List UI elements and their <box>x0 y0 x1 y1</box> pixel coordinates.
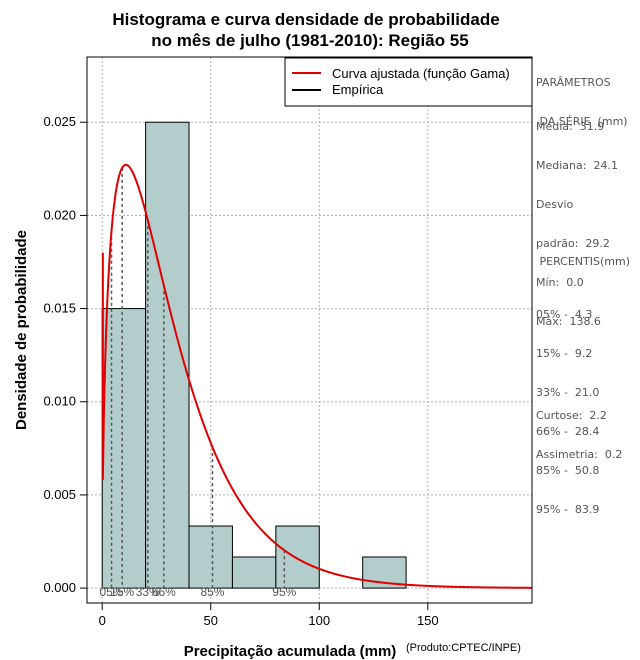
histogram-bar-3 <box>231 556 277 589</box>
percentile-label-5: 95% <box>272 585 296 599</box>
histogram-bars <box>101 121 407 589</box>
y-axis-label: Densidade de probabilidade <box>13 230 30 430</box>
x-tick-label-1: 50 <box>203 613 217 628</box>
percentil-85: 85% - 50.8 <box>536 464 600 477</box>
percentil-15: 15% - 9.2 <box>536 347 593 360</box>
stat-kurtosis: Curtose: 2.2 <box>536 409 607 422</box>
y-tick-label-1: 0.005 <box>43 487 76 502</box>
x-axis-label: Precipitação acumulada (mm) <box>184 643 397 660</box>
legend-label-empirical: Empírica <box>332 82 384 97</box>
percentil-66: 66% - 28.4 <box>536 425 600 438</box>
percentile-label-1: 15% <box>110 585 134 599</box>
params-title-line1: PARÂMETROS <box>536 76 611 89</box>
param-median: Mediana: 24.1 <box>536 159 618 172</box>
percentil-05: 05% - 4.3 <box>536 308 593 321</box>
y-tick-label-2: 0.010 <box>43 394 76 409</box>
params-title: PARÂMETROS DA SÉRIE (mm) <box>536 50 628 141</box>
histogram-bar-0 <box>101 308 147 589</box>
legend-label-curve: Curva ajustada (função Gama) <box>332 66 510 81</box>
stat-skewness: Assimetria: 0.2 <box>536 448 623 461</box>
percentile-label-4: 85% <box>200 585 224 599</box>
param-std-line1: Desvio <box>536 198 574 211</box>
x-tick-label-3: 150 <box>417 613 439 628</box>
gamma-curve-layer <box>101 163 532 589</box>
histogram-bar-4 <box>275 525 320 589</box>
params-list: Média: 31.9 Mediana: 24.1 Desvio padrão:… <box>536 94 618 341</box>
percentile-label-2: 33% <box>136 585 160 599</box>
params-title-line2: DA SÉRIE (mm) <box>536 115 628 128</box>
legend-box <box>284 57 533 107</box>
percentile-label-0: 05% <box>100 585 124 599</box>
param-std-line2: padrão: 29.2 <box>536 237 610 250</box>
chart-title-line1: Histograma e curva densidade de probabil… <box>112 10 499 29</box>
percentil-95: 95% - 83.9 <box>536 503 600 516</box>
histogram-bar-2 <box>188 525 233 589</box>
param-max: Máx: 138.6 <box>536 315 601 328</box>
y-tick-label-3: 0.015 <box>43 301 76 316</box>
y-tick-label-0: 0.000 <box>43 580 76 595</box>
param-mean: Média: 31.9 <box>536 120 605 133</box>
percentis-list: 05% - 4.3 15% - 9.2 33% - 21.0 66% - 28.… <box>536 282 599 529</box>
axes: 0 50 100 150 0.000 0.005 0.010 0.015 0.020 0.025 <box>43 114 438 628</box>
param-min: Mín: 0.0 <box>536 276 584 289</box>
credit-label: (Produto:CPTEC/INPE) <box>406 642 521 654</box>
chart-title-line2: no mês de julho (1981-2010): Região 55 <box>151 31 468 50</box>
percentil-33: 33% - 21.0 <box>536 386 600 399</box>
stats-list: Curtose: 2.2 Assimetria: 0.2 <box>536 383 622 474</box>
percentis-title: PERCENTIS(mm) <box>536 255 630 268</box>
y-tick-label-5: 0.025 <box>43 114 76 129</box>
x-tick-label-2: 100 <box>308 613 330 628</box>
percentile-markers: 05%15% 33%66% 85% 95% <box>100 167 297 599</box>
gamma-curve <box>101 163 532 589</box>
y-tick-label-4: 0.020 <box>43 207 76 222</box>
percentile-label-3: 66% <box>152 585 176 599</box>
x-tick-label-0: 0 <box>99 613 106 628</box>
legend: Curva ajustada (função Gama) Empírica <box>284 57 533 107</box>
